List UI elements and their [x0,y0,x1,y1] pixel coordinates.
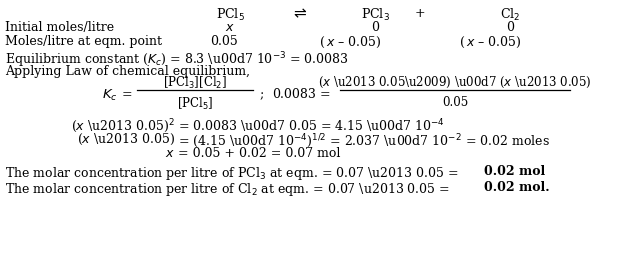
Text: $K_c$: $K_c$ [103,88,118,103]
Text: The molar concentration per litre of Cl$_2$ at eqm. = 0.07 \u2013 0.05 =: The molar concentration per litre of Cl$… [5,181,451,198]
Text: Applying Law of chemical equilibrium,: Applying Law of chemical equilibrium, [5,65,250,78]
Text: Moles/litre at eqm. point: Moles/litre at eqm. point [5,35,162,48]
Text: =: = [320,88,331,101]
Text: The molar concentration per litre of PCl$_3$ at eqm. = 0.07 \u2013 0.05 =: The molar concentration per litre of PCl… [5,165,460,182]
Text: 0.05: 0.05 [210,35,238,48]
Text: $x$: $x$ [165,147,175,160]
Text: Cl$_2$: Cl$_2$ [500,7,520,23]
Text: = (4.15 \u00d7 10$^{-4}$)$^{1/2}$ = 2.037 \u00d7 10$^{-2}$ = 0.02 moles: = (4.15 \u00d7 10$^{-4}$)$^{1/2}$ = 2.03… [178,132,550,150]
Text: ( $x$ – 0.05): ( $x$ – 0.05) [458,35,521,50]
Text: = 0.0083 \u00d7 0.05 = 4.15 \u00d7 10$^{-4}$: = 0.0083 \u00d7 0.05 = 4.15 \u00d7 10$^{… [178,117,445,135]
Text: 0.0083: 0.0083 [272,88,316,101]
Text: [PCl$_3$][Cl$_2$]: [PCl$_3$][Cl$_2$] [163,75,227,91]
Text: Initial moles/litre: Initial moles/litre [5,21,114,34]
Text: = 0.05 + 0.02 = 0.07 mol: = 0.05 + 0.02 = 0.07 mol [178,147,340,160]
Text: 0: 0 [506,21,514,34]
Text: ;: ; [260,88,264,101]
Text: 0: 0 [371,21,379,34]
Text: ($x$ \u2013 0.05): ($x$ \u2013 0.05) [77,132,175,147]
Text: +: + [415,7,426,20]
Text: 0.02 mol.: 0.02 mol. [484,181,549,194]
Text: 0.05: 0.05 [442,96,468,109]
Text: PCl$_3$: PCl$_3$ [360,7,390,23]
Text: PCl$_5$: PCl$_5$ [215,7,244,23]
Text: =: = [122,88,133,101]
Text: $\rightleftharpoons$: $\rightleftharpoons$ [292,7,308,21]
Text: 0.02 mol: 0.02 mol [484,165,545,178]
Text: ($x$ \u2013 0.05)$^2$: ($x$ \u2013 0.05)$^2$ [71,117,175,135]
Text: ( $x$ – 0.05): ( $x$ – 0.05) [319,35,381,50]
Text: $x$: $x$ [225,21,235,34]
Text: Equilibrium constant ($K_c$) = 8.3 \u00d7 10$^{-3}$ = 0.0083: Equilibrium constant ($K_c$) = 8.3 \u00d… [5,50,349,70]
Text: ($x$ \u2013 0.05\u2009) \u00d7 ($x$ \u2013 0.05): ($x$ \u2013 0.05\u2009) \u00d7 ($x$ \u20… [318,75,592,90]
Text: [PCl$_5$]: [PCl$_5$] [177,96,213,112]
